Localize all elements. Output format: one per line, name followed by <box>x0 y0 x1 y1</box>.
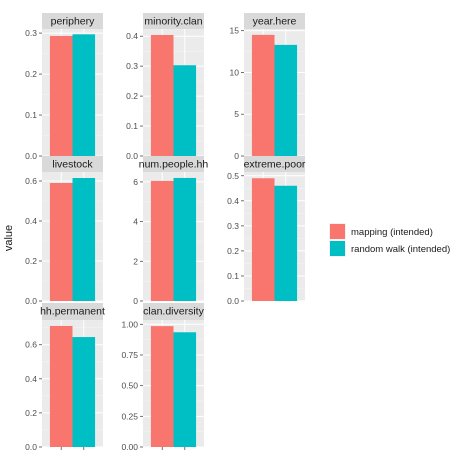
panel-num-people-hh: num.people.hh 0 2 4 6 <box>133 156 208 306</box>
y-tick-label: 0.75 <box>121 350 138 360</box>
y-tick-label: 0.0 <box>25 296 37 306</box>
y-tick-label: 0.2 <box>126 91 138 101</box>
y-tick-label: 0.0 <box>126 151 138 161</box>
panel-strip <box>143 156 204 172</box>
panel-livestock: livestock 0.0 0.2 0.4 0.6 <box>25 156 103 306</box>
y-tick-label: 0 <box>234 151 239 161</box>
panel-strip <box>42 303 103 320</box>
y-tick-label: 0.2 <box>25 408 37 418</box>
panel-title: extreme.poor <box>244 159 306 171</box>
bar-random-walk <box>274 44 298 156</box>
y-tick-label: 0.0 <box>25 151 37 161</box>
y-tick-label: 0.4 <box>126 31 138 41</box>
panel-strip <box>42 156 103 172</box>
y-tick-label: 0.3 <box>227 221 239 231</box>
panel-year-here: year.here 0 5 10 15 <box>230 13 305 161</box>
bar-random-walk <box>173 177 197 301</box>
y-tick-label: 15 <box>230 26 240 36</box>
bar-mapping <box>150 180 174 301</box>
bar-mapping <box>150 34 174 156</box>
legend-label: mapping (intended) <box>351 227 433 238</box>
y-tick-label: 0.0 <box>227 296 239 306</box>
y-tick-label: 10 <box>230 67 240 77</box>
y-tick-label: 0.50 <box>121 381 138 391</box>
y-tick-label: 2 <box>133 256 138 266</box>
bar-mapping <box>150 326 174 447</box>
panel-title: year.here <box>253 16 297 28</box>
legend-swatch <box>330 241 345 256</box>
panel-strip <box>244 156 305 172</box>
bar-mapping <box>49 325 73 447</box>
legend-item: random walk (intended) <box>329 240 450 257</box>
y-tick-label: 4 <box>133 217 138 227</box>
y-tick-label: 0 <box>133 296 138 306</box>
panel-title: hh.permanent <box>40 306 105 318</box>
bar-random-walk <box>72 34 96 156</box>
y-tick-label: 0.3 <box>126 61 138 71</box>
panel-minority-clan: minority.clan 0.0 0.1 0.2 0.3 0.4 <box>126 13 204 161</box>
panel-clan-diversity: clan.diversity 0.00 0.25 0.50 0.75 1.00 <box>121 303 205 452</box>
bar-mapping <box>251 178 275 301</box>
y-tick-label: 6 <box>133 177 138 187</box>
panel-title: num.people.hh <box>139 159 209 171</box>
panel-strip <box>42 13 103 29</box>
y-tick-label: 0.00 <box>121 442 138 452</box>
panel-extreme-poor: extreme.poor 0.0 0.1 0.2 0.3 0.4 0.5 <box>227 156 306 306</box>
panel-title: periphery <box>51 16 96 28</box>
y-tick-label: 5 <box>234 109 239 119</box>
bar-random-walk <box>72 178 96 301</box>
panel-hh-permanent: hh.permanent 0.0 0.2 0.4 0.6 <box>25 303 105 452</box>
bar-random-walk <box>72 337 96 447</box>
y-tick-label: 0.5 <box>227 171 239 181</box>
y-tick-label: 0.2 <box>25 256 37 266</box>
panels-layer: periphery 0.0 0.1 0.2 0.3 minority.clan 0.0 0.1… <box>25 13 306 452</box>
panel-title: clan.diversity <box>143 306 204 318</box>
y-tick-label: 0.0 <box>25 442 37 452</box>
legend-item: mapping (intended) <box>329 223 433 240</box>
y-tick-label: 0.6 <box>25 340 37 350</box>
y-tick-label: 0.2 <box>25 69 37 79</box>
bar-random-walk <box>274 185 298 301</box>
bar-random-walk <box>173 65 197 156</box>
bar-mapping <box>49 35 73 156</box>
panel-strip <box>143 13 204 29</box>
y-tick-label: 0.3 <box>25 28 37 38</box>
panel-periphery: periphery 0.0 0.1 0.2 0.3 <box>25 13 103 161</box>
bar-random-walk <box>173 332 197 447</box>
y-tick-label: 0.4 <box>227 196 239 206</box>
y-tick-label: 0.1 <box>227 271 239 281</box>
y-tick-label: 0.4 <box>25 374 37 384</box>
y-tick-label: 1.00 <box>121 319 138 329</box>
legend-swatch <box>330 224 345 239</box>
bar-mapping <box>251 34 275 157</box>
panel-title: minority.clan <box>144 16 202 28</box>
panel-strip <box>244 13 305 29</box>
y-tick-label: 0.6 <box>25 176 37 186</box>
y-tick-label: 0.1 <box>126 121 138 131</box>
legend-label: random walk (intended) <box>351 244 450 255</box>
y-tick-label: 0.2 <box>227 246 239 256</box>
panel-title: livestock <box>52 159 93 171</box>
bar-mapping <box>49 183 73 301</box>
y-tick-label: 0.1 <box>25 110 37 120</box>
panel-strip <box>143 303 204 320</box>
legend: mapping (intended) random walk (intended) <box>329 223 450 257</box>
y-tick-label: 0.4 <box>25 216 37 226</box>
y-axis-title: value <box>3 225 15 251</box>
y-tick-label: 0.25 <box>121 411 138 421</box>
